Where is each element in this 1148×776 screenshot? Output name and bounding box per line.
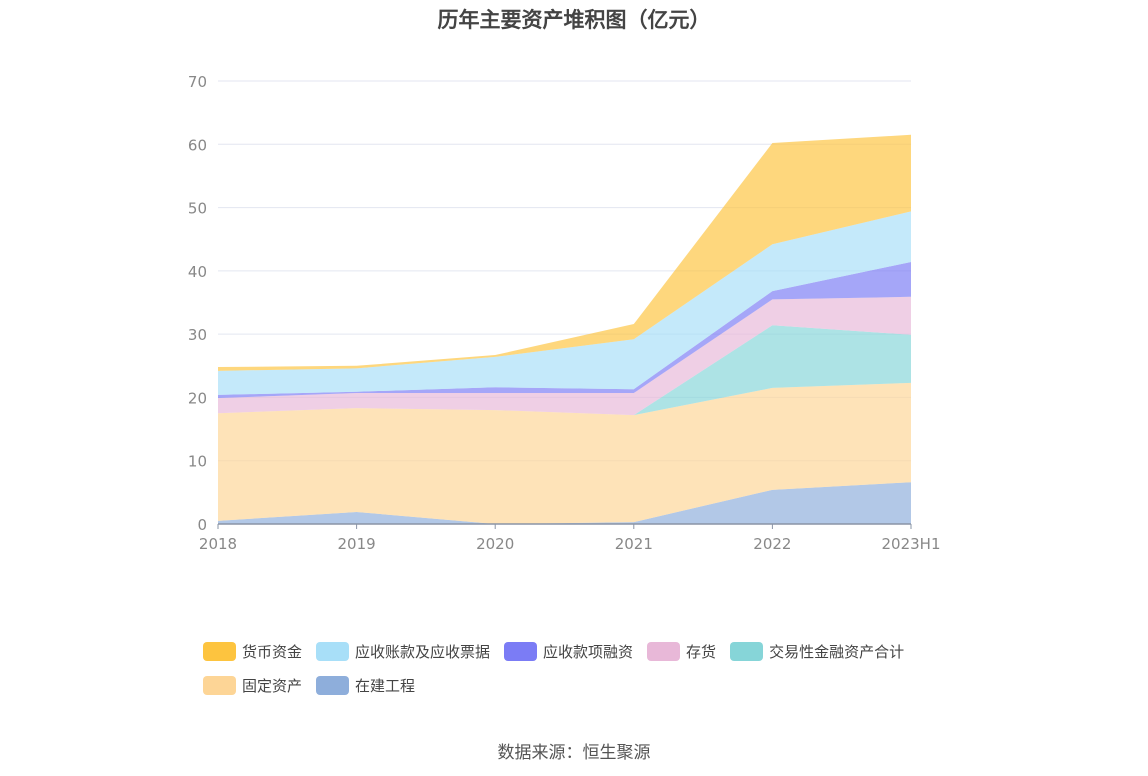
legend-label: 交易性金融资产合计	[769, 642, 905, 661]
legend-item[interactable]: 交易性金融资产合计	[730, 640, 904, 662]
data-source: 数据来源：恒生聚源	[497, 743, 651, 763]
x-tick-label: 2021	[615, 535, 653, 553]
area-5	[218, 211, 911, 395]
legend-item[interactable]: 应收账款及应收票据	[316, 640, 490, 662]
legend-label: 存货	[686, 642, 717, 661]
legend-swatch	[316, 675, 350, 695]
area-1	[218, 382, 911, 524]
legend-swatch	[316, 641, 350, 661]
legend-swatch	[203, 641, 236, 661]
y-tick-label: 70	[188, 73, 207, 91]
y-tick-label: 20	[188, 389, 207, 407]
stacked-area-chart: 0 10 20 30 40 50 60 70 2018 2019 2020 2021 2022 2023H…	[188, 73, 941, 553]
x-tick-label: 2020	[476, 535, 514, 553]
x-tick-label: 2023H1	[882, 535, 941, 553]
legend-swatch	[730, 641, 764, 661]
legend-item[interactable]: 在建工程	[316, 674, 415, 696]
legend-swatch	[647, 641, 681, 661]
legend-item[interactable]: 应收款项融资	[504, 640, 633, 662]
y-tick-label: 60	[188, 136, 207, 154]
area-6	[218, 134, 911, 371]
legend-label: 在建工程	[355, 676, 416, 695]
legend-swatch	[203, 675, 236, 695]
legend-label: 货币资金	[242, 642, 303, 661]
area-3	[218, 296, 911, 416]
chart-title: 历年主要资产堆积图（亿元）	[437, 8, 711, 32]
y-tick-label: 30	[188, 326, 207, 344]
y-tick-label: 40	[188, 263, 207, 281]
legend-item[interactable]: 固定资产	[203, 674, 302, 696]
legend: 货币资金 应收账款及应收票据 应收款项融资 存货 交易性金融资产合计固定资产 在建工程	[203, 640, 983, 708]
x-tick-label: 2022	[753, 535, 791, 553]
legend-label: 应收款项融资	[543, 642, 634, 661]
y-tick-label: 50	[188, 200, 207, 218]
y-tick-label: 0	[197, 516, 207, 534]
area-0	[218, 482, 911, 524]
legend-item[interactable]: 存货	[647, 640, 716, 662]
legend-item[interactable]: 货币资金	[203, 640, 302, 662]
x-tick-label: 2018	[199, 535, 237, 553]
y-tick-label: 10	[188, 453, 207, 471]
legend-label: 应收账款及应收票据	[355, 642, 491, 661]
legend-label: 固定资产	[242, 676, 303, 695]
x-tick-label: 2019	[338, 535, 376, 553]
legend-swatch	[504, 641, 538, 661]
